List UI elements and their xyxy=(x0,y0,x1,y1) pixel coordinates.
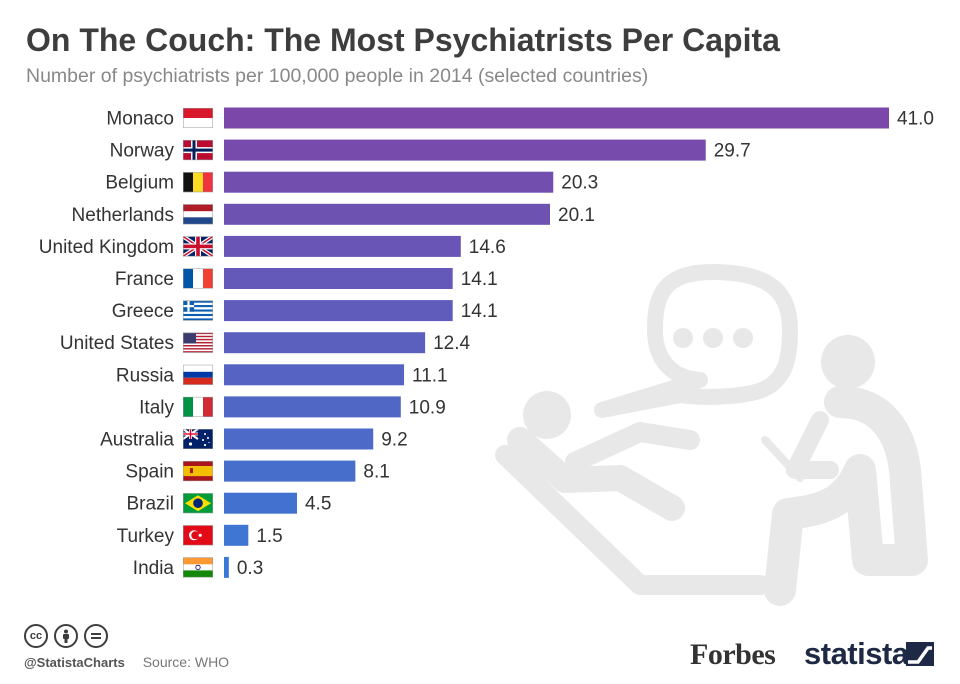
bar-united-states xyxy=(224,332,426,354)
category-label: France xyxy=(115,269,174,290)
category-label: Netherlands xyxy=(72,205,174,226)
uk-flag-icon xyxy=(183,236,213,257)
value-label: 9.2 xyxy=(381,430,407,451)
italy-flag-icon xyxy=(183,396,213,417)
greece-flag-icon xyxy=(183,300,213,321)
bar-greece xyxy=(224,300,453,322)
value-label: 11.1 xyxy=(412,365,448,386)
category-label: Brazil xyxy=(126,494,174,515)
russia-flag-icon xyxy=(183,364,213,385)
forbes-logo[interactable]: Forbes xyxy=(690,638,776,671)
value-label: 14.1 xyxy=(461,301,498,322)
source-note: Source: WHO xyxy=(142,654,230,670)
statista-logo-icon xyxy=(906,642,934,666)
value-label: 41.0 xyxy=(897,109,934,130)
value-label: 14.6 xyxy=(469,237,506,258)
category-label: United Kingdom xyxy=(39,237,174,258)
india-flag-icon xyxy=(183,557,213,578)
bar-russia xyxy=(224,364,405,386)
brazil-flag-icon xyxy=(183,493,213,514)
category-label: Italy xyxy=(139,397,174,418)
value-label: 29.7 xyxy=(714,141,751,162)
spain-flag-icon xyxy=(183,461,213,482)
bar-italy xyxy=(224,396,401,418)
netherlands-flag-icon xyxy=(183,204,213,225)
france-flag-icon xyxy=(183,268,213,289)
bar-france xyxy=(224,268,453,289)
bar-monaco xyxy=(224,107,889,129)
value-label: 4.5 xyxy=(305,494,331,515)
value-label: 20.1 xyxy=(558,205,595,226)
monaco-flag-icon xyxy=(183,108,213,128)
category-label: Greece xyxy=(112,301,174,322)
chart-title: On The Couch: The Most Psychiatrists Per… xyxy=(26,22,780,58)
cc-icon[interactable]: cc xyxy=(24,624,48,648)
statista-handle[interactable]: @StatistaCharts xyxy=(24,655,125,670)
value-label: 10.9 xyxy=(409,397,446,418)
statista-logo[interactable]: statista xyxy=(804,636,909,671)
category-label: Spain xyxy=(125,462,174,483)
category-label: Turkey xyxy=(117,526,175,547)
bar-netherlands xyxy=(224,203,551,225)
bar-norway xyxy=(224,139,706,161)
bar-india xyxy=(224,556,229,578)
value-label: 12.4 xyxy=(433,333,470,354)
value-label: 14.1 xyxy=(461,269,498,290)
attribution-icon[interactable] xyxy=(54,624,78,648)
category-label: India xyxy=(133,558,175,579)
norway-flag-icon xyxy=(183,140,213,161)
category-label: Belgium xyxy=(105,173,174,194)
license-icons: cc xyxy=(24,624,108,648)
value-label: 0.3 xyxy=(237,558,263,579)
usa-flag-icon xyxy=(183,332,213,353)
value-label: 20.3 xyxy=(561,173,598,194)
australia-flag-icon xyxy=(183,429,213,449)
bar-australia xyxy=(224,428,374,450)
turkey-flag-icon xyxy=(183,525,213,546)
category-label: Russia xyxy=(116,365,175,386)
belgium-flag-icon xyxy=(183,172,213,193)
chart-subtitle: Number of psychiatrists per 100,000 peop… xyxy=(26,65,649,87)
value-label: 8.1 xyxy=(363,462,389,483)
category-label: Australia xyxy=(100,430,174,451)
no-derivatives-icon[interactable] xyxy=(84,624,108,648)
bar-belgium xyxy=(224,171,554,193)
bar-united-kingdom xyxy=(224,235,461,257)
category-label: United States xyxy=(60,333,174,354)
value-label: 1.5 xyxy=(256,526,282,547)
category-label: Norway xyxy=(110,141,175,162)
footer-left: cc @StatistaCharts Source: WHO xyxy=(24,624,229,670)
bar-turkey xyxy=(224,524,249,546)
bar-brazil xyxy=(224,492,297,514)
bar-spain xyxy=(224,460,356,482)
category-label: Monaco xyxy=(106,109,174,130)
